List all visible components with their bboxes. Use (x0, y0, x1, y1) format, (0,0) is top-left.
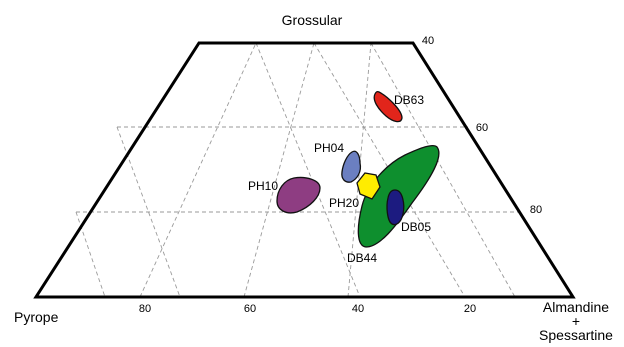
vertex-label-plus: + (572, 313, 580, 329)
field-ph04 (341, 150, 362, 183)
field-label-ph20: PH20 (329, 196, 359, 210)
right-tick-label: 80 (530, 204, 542, 216)
bottom-tick-label: 40 (352, 303, 364, 315)
field-label-ph04: PH04 (314, 141, 344, 155)
field-label-db05: DB05 (401, 220, 431, 234)
field-label-ph10: PH10 (248, 179, 278, 193)
grid-lines (75, 42, 524, 298)
field-db05 (386, 189, 405, 226)
vertex-label-almandine: Almandine (543, 299, 609, 315)
vertex-label-grossular: Grossular (282, 12, 343, 28)
field-db63 (373, 90, 403, 123)
bottom-tick-label: 60 (244, 303, 256, 315)
diagram-frame (33, 41, 576, 299)
vertex-label-spessartine: Spessartine (539, 327, 613, 343)
composition-fields (276, 90, 440, 248)
field-label-db63: DB63 (394, 93, 424, 107)
field-ph20 (356, 172, 381, 200)
right-tick-label: 40 (422, 35, 434, 47)
bottom-tick-label: 80 (139, 303, 151, 315)
field-ph10 (276, 176, 321, 214)
bottom-tick-label: 20 (464, 303, 476, 315)
right-tick-label: 60 (476, 122, 488, 134)
vertex-label-pyrope: Pyrope (14, 309, 59, 325)
field-label-db44: DB44 (347, 251, 377, 265)
